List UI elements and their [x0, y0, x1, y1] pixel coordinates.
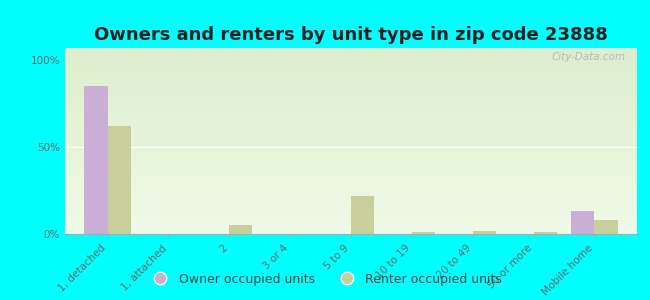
Bar — [534, 232, 556, 234]
Bar — [473, 231, 496, 234]
Bar — [594, 220, 618, 234]
Bar — [229, 225, 252, 234]
Bar — [412, 232, 435, 234]
Legend: Owner occupied units, Renter occupied units: Owner occupied units, Renter occupied un… — [143, 268, 507, 291]
Bar — [571, 212, 594, 234]
Title: Owners and renters by unit type in zip code 23888: Owners and renters by unit type in zip c… — [94, 26, 608, 44]
Bar — [351, 196, 374, 234]
Text: City-Data.com: City-Data.com — [551, 52, 625, 62]
Bar — [84, 86, 108, 234]
Bar — [108, 126, 131, 234]
